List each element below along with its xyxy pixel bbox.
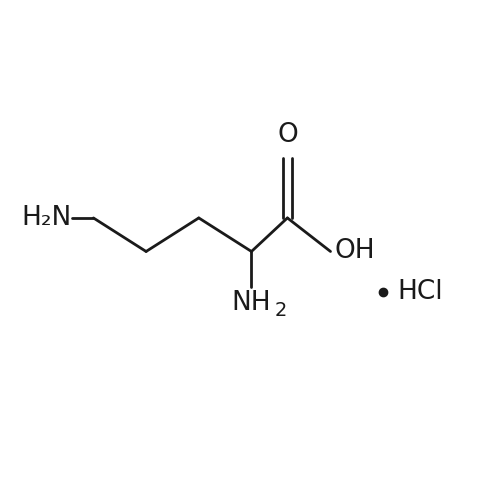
Text: O: O bbox=[277, 122, 298, 148]
Text: 2: 2 bbox=[274, 301, 287, 320]
Text: NH: NH bbox=[232, 290, 271, 316]
Text: HCl: HCl bbox=[398, 279, 443, 305]
Text: H₂N: H₂N bbox=[22, 205, 72, 231]
Text: OH: OH bbox=[334, 239, 375, 264]
